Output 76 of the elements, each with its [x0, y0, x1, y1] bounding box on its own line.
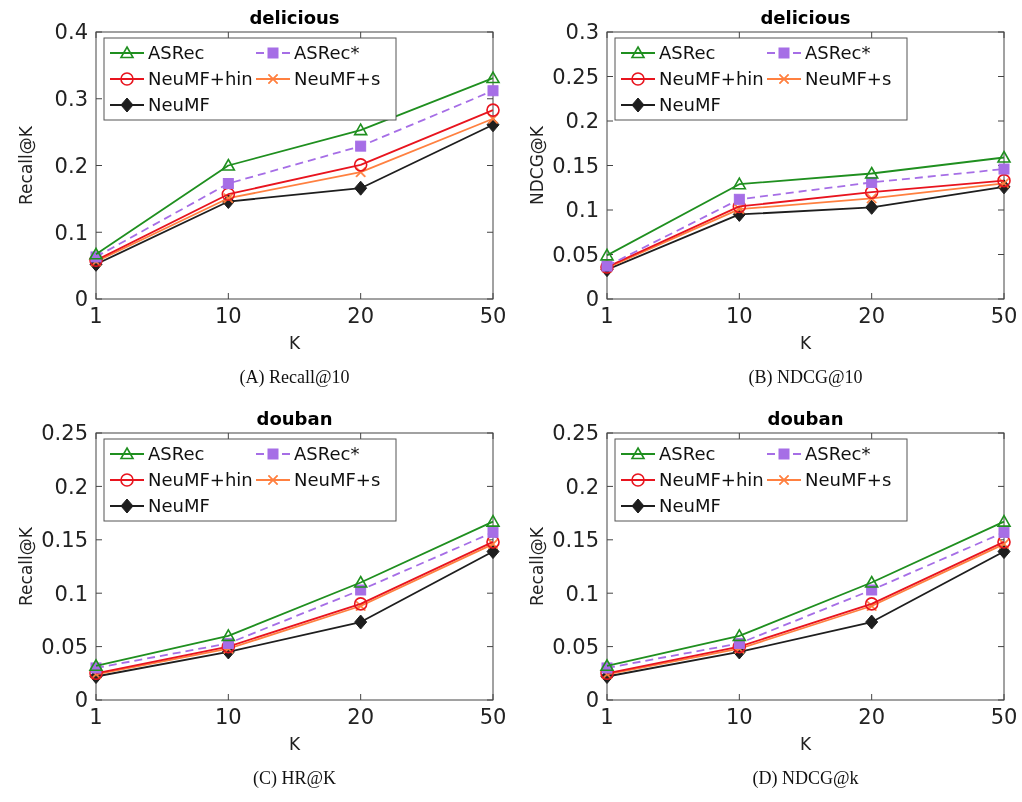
- y-tick-label: 0.1: [54, 581, 88, 606]
- x-tick-label: 10: [725, 304, 753, 328]
- y-tick-label: 0.05: [552, 242, 599, 267]
- x-axis-title: K: [288, 734, 301, 754]
- y-tick-label: 0.25: [552, 421, 599, 446]
- legend-label: ASRec*: [805, 42, 871, 64]
- y-tick-label: 0.3: [565, 20, 599, 45]
- text: (B) NDCG@10: [748, 367, 863, 388]
- legend-label: NeuMF+s: [805, 68, 892, 90]
- y-tick-label: 0.15: [41, 528, 88, 553]
- text: (D) NDCG@k: [752, 768, 859, 789]
- x-axis-title: K: [799, 734, 812, 754]
- legend-label: NeuMF+hin: [148, 68, 253, 90]
- y-tick-label: 0.25: [552, 64, 599, 89]
- chart-title: delicious: [249, 7, 340, 28]
- y-tick-label: 0.2: [565, 474, 599, 499]
- x-axis-title: K: [799, 333, 812, 353]
- legend-label: NeuMF+hin: [659, 469, 764, 491]
- x-tick-label: 50: [479, 705, 507, 729]
- y-tick-label: 0: [585, 287, 599, 312]
- x-tick-label: 20: [858, 705, 886, 729]
- legend-label: NeuMF+s: [294, 68, 381, 90]
- legend-label: NeuMF: [659, 94, 721, 116]
- legend-label: ASRec: [659, 42, 716, 64]
- x-tick-label: 50: [479, 304, 507, 328]
- y-tick-label: 0.2: [54, 474, 88, 499]
- x-tick-label: 1: [89, 304, 103, 328]
- legend-label: ASRec: [148, 42, 205, 64]
- x-tick-label: 10: [214, 304, 242, 328]
- y-axis-title: Recall@K: [527, 526, 547, 606]
- y-tick-label: 0.15: [552, 528, 599, 553]
- text: (C) HR@K: [252, 768, 337, 789]
- y-tick-label: 0.2: [565, 109, 599, 134]
- y-tick-label: 0.1: [565, 198, 599, 223]
- legend-label: NeuMF: [659, 495, 721, 517]
- y-tick-label: 0.3: [54, 87, 88, 112]
- legend-label: ASRec: [148, 443, 205, 465]
- legend-label: ASRec*: [294, 42, 360, 64]
- y-tick-label: 0.05: [41, 634, 88, 659]
- y-tick-label: 0: [74, 688, 88, 713]
- legend-label: NeuMF+hin: [659, 68, 764, 90]
- chart-title: delicious: [760, 7, 851, 28]
- y-tick-label: 0.1: [565, 581, 599, 606]
- legend-label: NeuMF+s: [805, 469, 892, 491]
- y-tick-label: 0: [74, 287, 88, 312]
- text: (A) Recall@10: [239, 367, 350, 388]
- x-tick-label: 1: [600, 304, 614, 328]
- legend-label: ASRec*: [294, 443, 360, 465]
- legend-label: NeuMF+s: [294, 469, 381, 491]
- x-tick-label: 1: [600, 705, 614, 729]
- y-tick-label: 0.25: [41, 421, 88, 446]
- y-axis-title: Recall@K: [16, 526, 36, 606]
- x-axis-title: K: [288, 333, 301, 353]
- x-tick-label: 10: [214, 705, 242, 729]
- y-tick-label: 0.05: [552, 634, 599, 659]
- y-axis-title: Recall@K: [16, 125, 36, 205]
- y-tick-label: 0: [585, 688, 599, 713]
- y-axis-title: NDCG@K: [527, 125, 547, 205]
- legend-label: NeuMF: [148, 495, 210, 517]
- chart-title: douban: [767, 408, 844, 429]
- y-tick-label: 0.2: [54, 153, 88, 178]
- x-tick-label: 20: [858, 304, 886, 328]
- y-tick-label: 0.1: [54, 220, 88, 245]
- legend-label: NeuMF: [148, 94, 210, 116]
- x-tick-label: 10: [725, 705, 753, 729]
- x-tick-label: 50: [990, 705, 1018, 729]
- y-tick-label: 0.4: [54, 20, 88, 45]
- legend-label: ASRec: [659, 443, 716, 465]
- x-tick-label: 20: [347, 304, 375, 328]
- chart-title: douban: [256, 408, 333, 429]
- x-tick-label: 1: [89, 705, 103, 729]
- x-tick-label: 20: [347, 705, 375, 729]
- legend-label: NeuMF+hin: [148, 469, 253, 491]
- legend-label: ASRec*: [805, 443, 871, 465]
- x-tick-label: 50: [990, 304, 1018, 328]
- y-tick-label: 0.15: [552, 153, 599, 178]
